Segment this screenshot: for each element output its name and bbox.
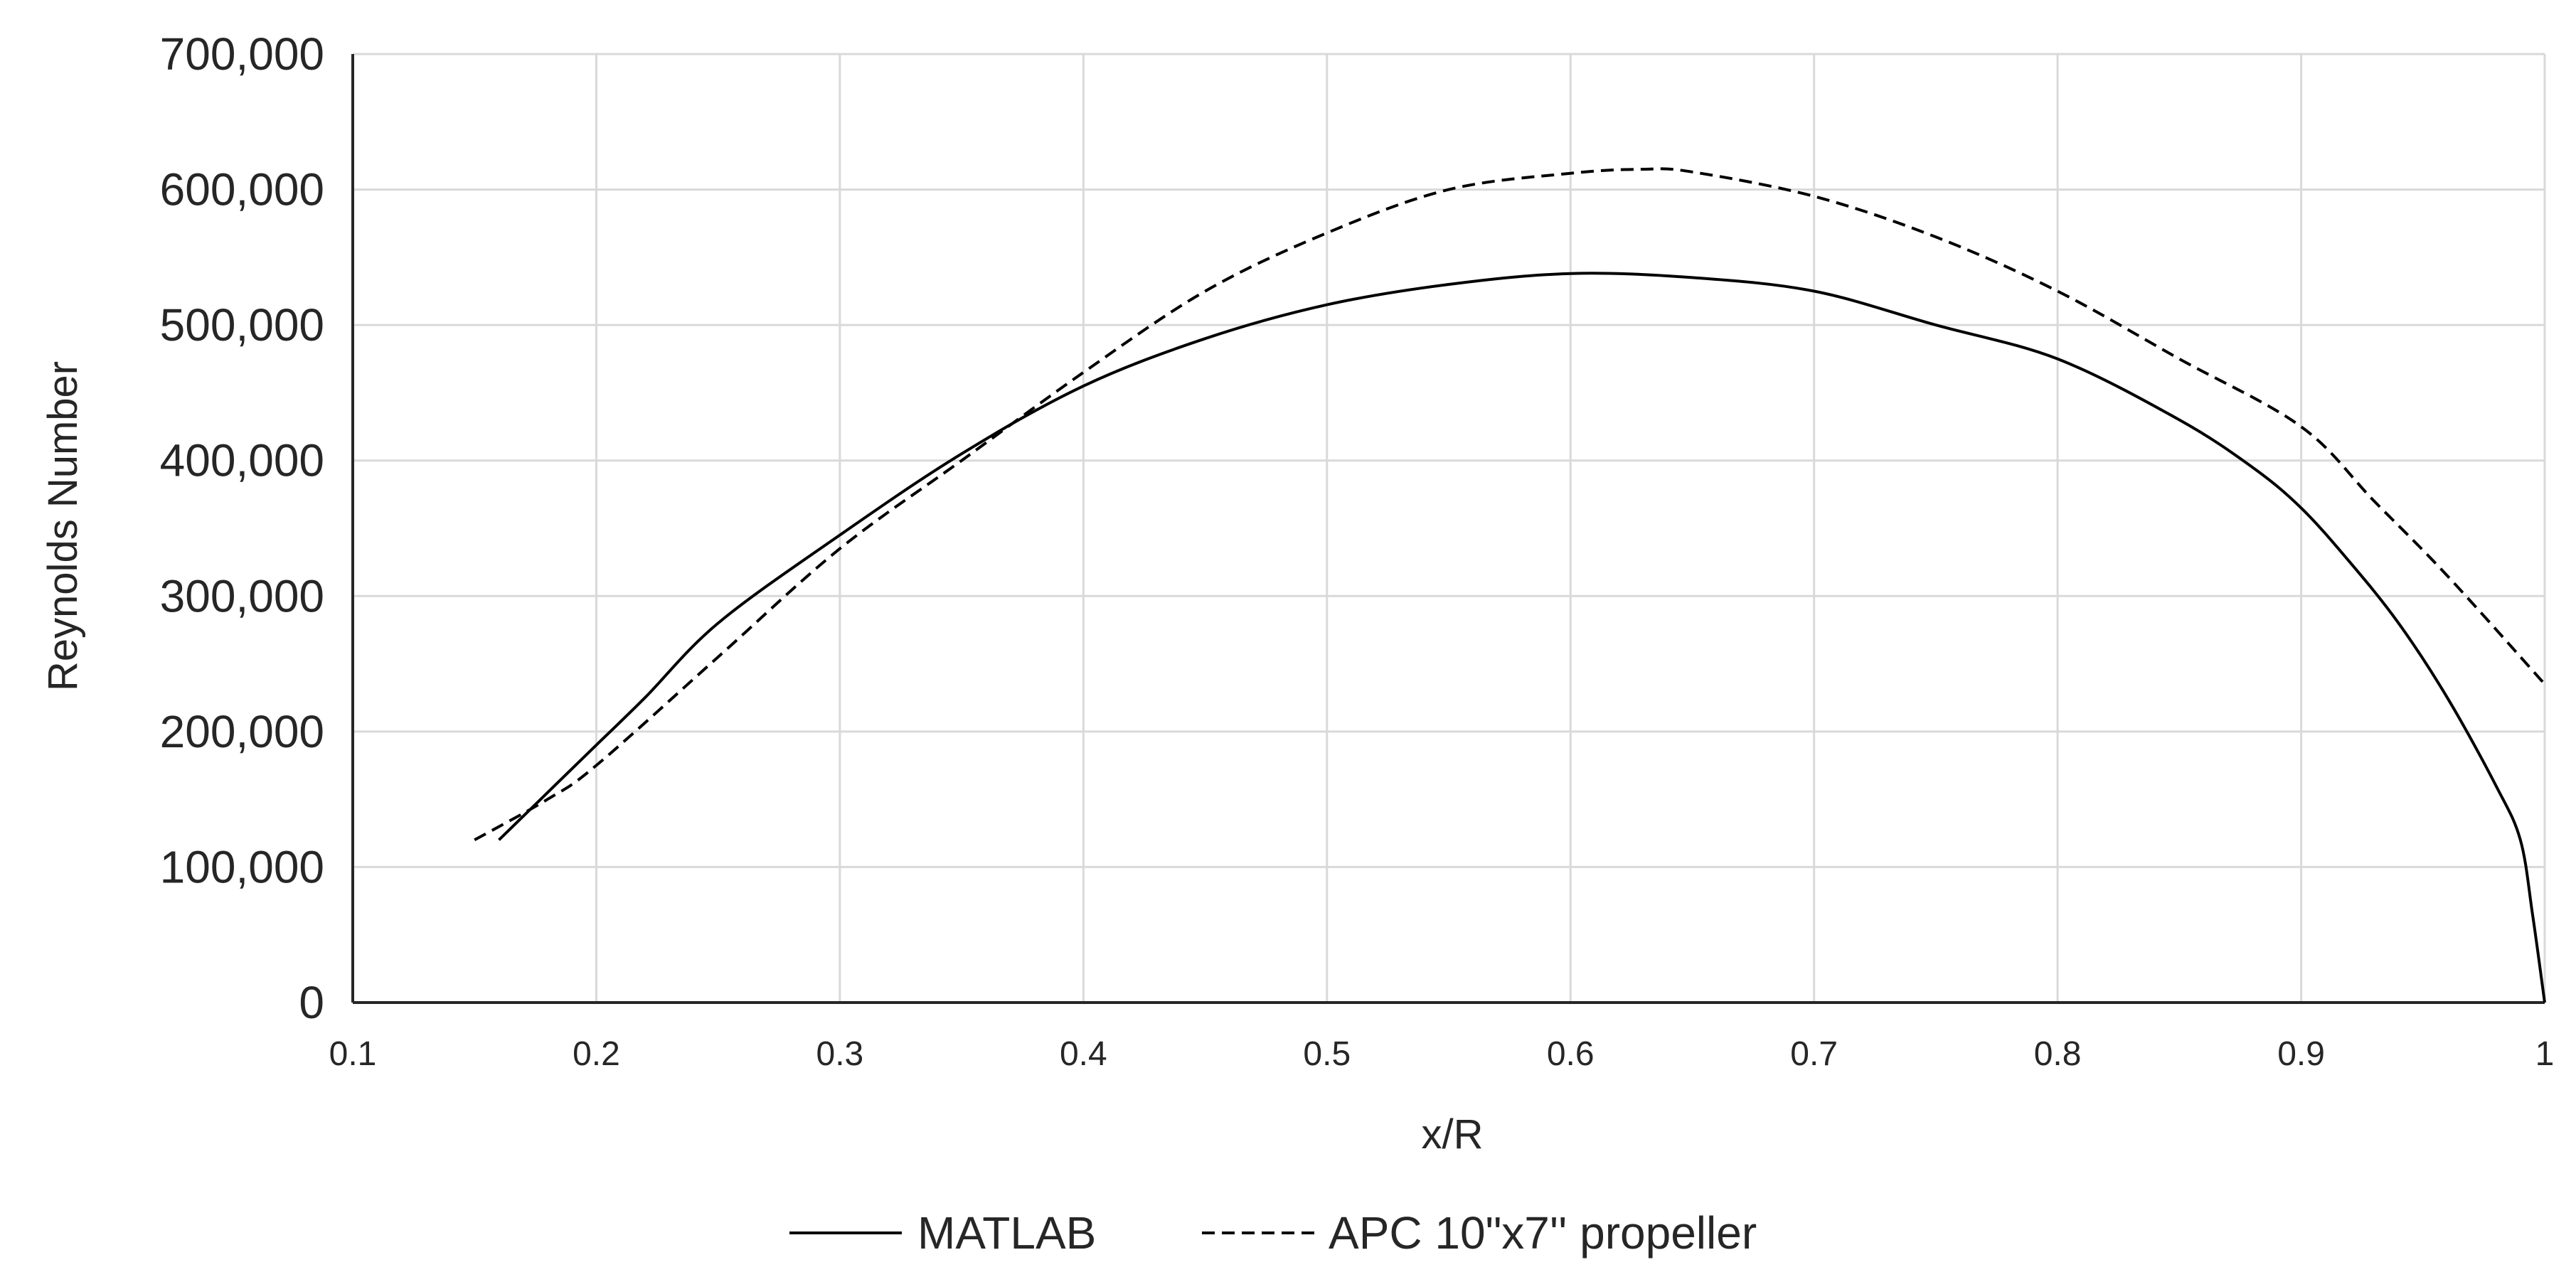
tick-labels: 0 100,000 200,000 300,000 400,000 500,000 600,… xyxy=(160,28,2555,1073)
y-tick-label: 300,000 xyxy=(160,570,324,621)
series-line-apc-propeller xyxy=(474,167,2546,842)
series-lines xyxy=(474,167,2546,1003)
series-line-matlab xyxy=(498,272,2546,1003)
x-tick-label: 0.7 xyxy=(1790,1035,1838,1073)
y-tick-label: 100,000 xyxy=(160,841,324,892)
x-tick-label: 0.6 xyxy=(1547,1035,1595,1073)
x-tick-label: 0.1 xyxy=(329,1035,377,1073)
grid-lines xyxy=(353,53,2546,1003)
legend-label-matlab: MATLAB xyxy=(917,1207,1096,1259)
legend: MATLAB APC 10"x7'' propeller xyxy=(789,1207,1757,1259)
y-tick-label: 500,000 xyxy=(160,299,324,351)
x-tick-label: 0.5 xyxy=(1303,1035,1351,1073)
y-axis-title: Reynolds Number xyxy=(40,361,86,691)
y-tick-label: 0 xyxy=(299,977,324,1028)
y-tick-label: 700,000 xyxy=(160,28,324,80)
x-tick-label: 0.9 xyxy=(2277,1035,2325,1073)
y-tick-label: 600,000 xyxy=(160,164,324,215)
x-axis-title: x/R xyxy=(1422,1111,1484,1158)
legend-label-apc-propeller: APC 10"x7'' propeller xyxy=(1329,1207,1757,1259)
x-tick-label: 1 xyxy=(2535,1035,2555,1073)
axes xyxy=(351,54,2545,1004)
y-tick-label: 200,000 xyxy=(160,706,324,757)
x-tick-label: 0.2 xyxy=(573,1035,620,1073)
x-tick-label: 0.3 xyxy=(816,1035,864,1073)
y-tick-label: 400,000 xyxy=(160,435,324,486)
x-tick-label: 0.8 xyxy=(2034,1035,2082,1073)
x-tick-label: 0.4 xyxy=(1060,1035,1107,1073)
